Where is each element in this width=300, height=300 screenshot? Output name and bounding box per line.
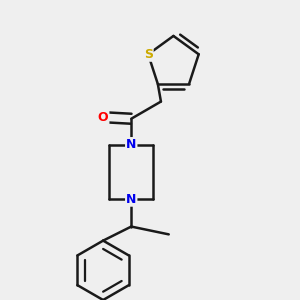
Text: N: N (126, 138, 136, 151)
Text: S: S (144, 48, 153, 61)
Text: O: O (98, 111, 108, 124)
Text: N: N (126, 193, 136, 206)
